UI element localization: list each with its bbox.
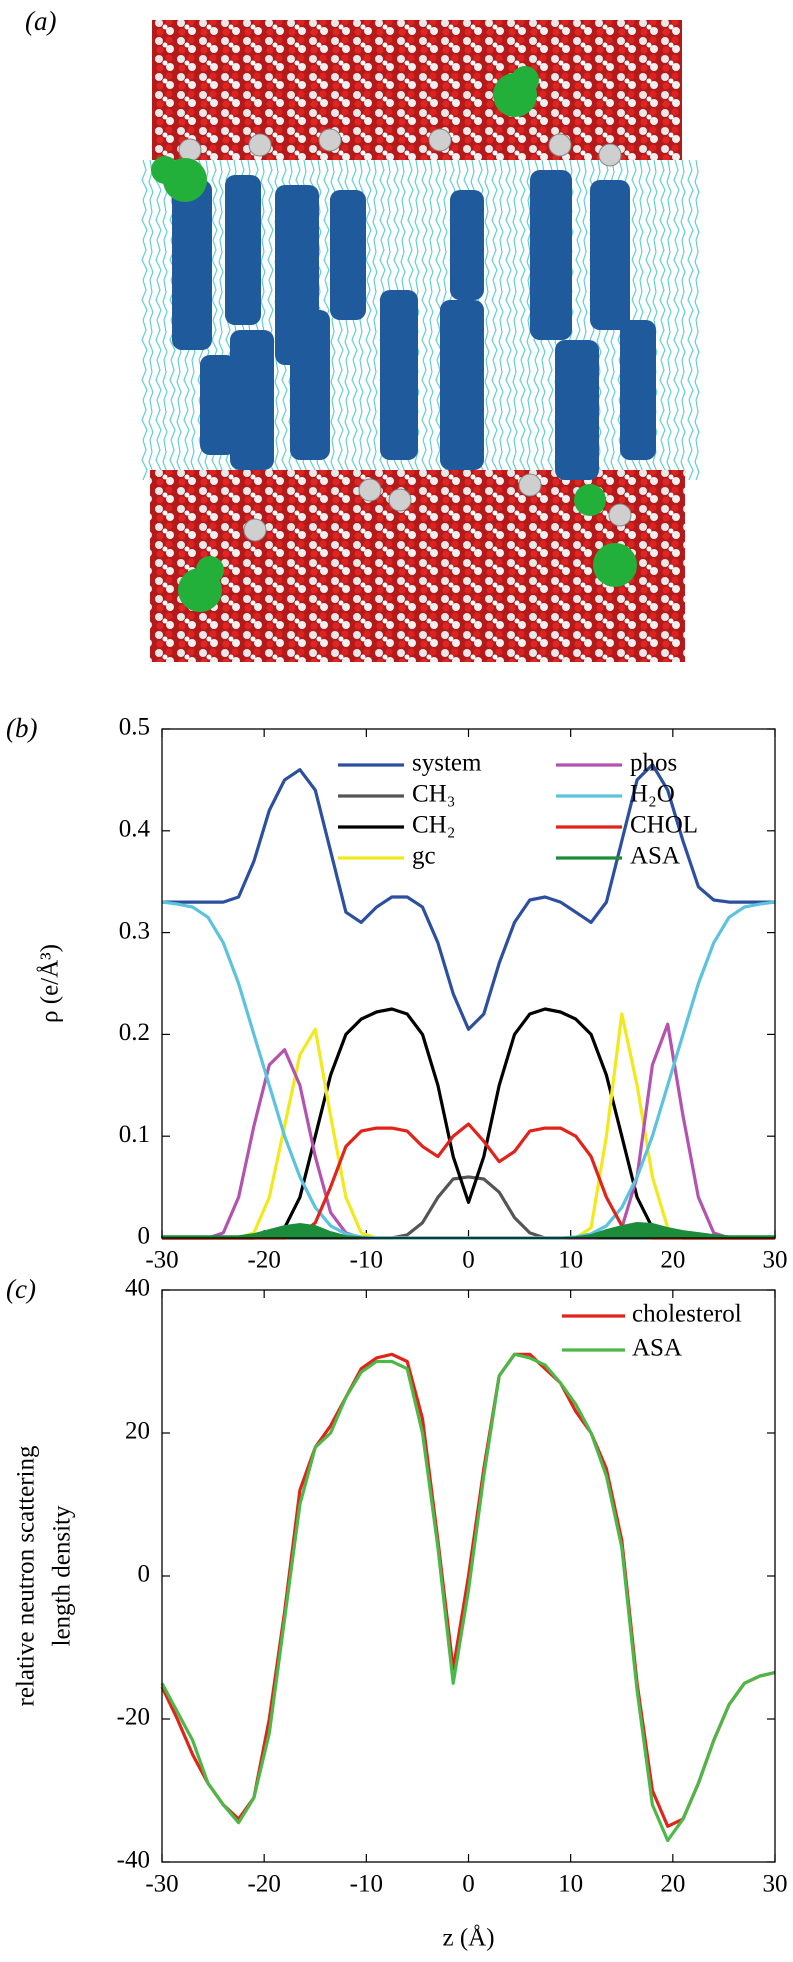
y-tick-label: 0.4 <box>119 816 151 843</box>
legend-label: gc <box>412 843 436 870</box>
y-tick-label: 0.3 <box>119 917 150 944</box>
legend-label: cholesterol <box>632 1301 742 1328</box>
y-axis-label: relative neutron scattering <box>13 1445 40 1706</box>
x-tick-label: 0 <box>462 1871 475 1898</box>
panel-label: (a) <box>25 6 56 36</box>
y-axis-label: length density <box>49 1505 76 1646</box>
x-tick-label: 10 <box>558 1247 583 1274</box>
x-tick-label: 0 <box>462 1247 475 1274</box>
line <box>160 1352 776 1843</box>
x-tick-label: -10 <box>350 1871 383 1898</box>
x-tick-label: 30 <box>763 1247 788 1274</box>
y-tick-label: 40 <box>125 1275 150 1302</box>
y-axis-label: ρ (e/Å³) <box>37 944 64 1023</box>
legend-label: phos <box>630 750 677 777</box>
legend-label: CHOL <box>630 812 698 839</box>
panel-label: (c) <box>6 1274 36 1304</box>
y-tick-label: 0 <box>138 1223 151 1250</box>
legend-label: ASA <box>630 843 680 870</box>
line <box>162 1122 775 1240</box>
molecular-snapshot <box>140 20 700 662</box>
x-tick-label: -30 <box>145 1247 178 1274</box>
legend-label: H₂O <box>630 781 675 808</box>
plot-frame <box>161 728 776 1239</box>
legend-label: ASA <box>632 1335 682 1362</box>
x-tick-label: -20 <box>248 1871 281 1898</box>
x-tick-label: -30 <box>145 1871 178 1898</box>
line <box>162 1022 775 1240</box>
x-tick-label: -10 <box>350 1247 383 1274</box>
panel-label: (b) <box>6 713 37 743</box>
x-tick-label: 20 <box>660 1871 685 1898</box>
y-tick-label: -20 <box>117 1704 150 1731</box>
legend-label: CH₂ <box>412 812 455 839</box>
y-tick-label: 0.2 <box>119 1019 150 1046</box>
y-tick-label: 20 <box>125 1418 150 1445</box>
line <box>160 1352 776 1828</box>
plot-frame <box>161 1289 776 1863</box>
x-tick-label: 30 <box>763 1871 788 1898</box>
x-tick-label: 10 <box>558 1871 583 1898</box>
y-tick-label: 0 <box>138 1561 151 1588</box>
y-tick-label: -40 <box>117 1847 150 1874</box>
y-tick-label: 0.5 <box>119 714 150 741</box>
x-tick-label: -20 <box>248 1247 281 1274</box>
line <box>162 763 775 1031</box>
legend-label: system <box>412 750 482 777</box>
line <box>161 900 776 1240</box>
y-tick-label: 0.1 <box>119 1121 150 1148</box>
x-tick-label: 20 <box>660 1247 685 1274</box>
legend-label: CH₃ <box>412 781 455 808</box>
x-axis-label: z (Å) <box>442 1925 494 1952</box>
